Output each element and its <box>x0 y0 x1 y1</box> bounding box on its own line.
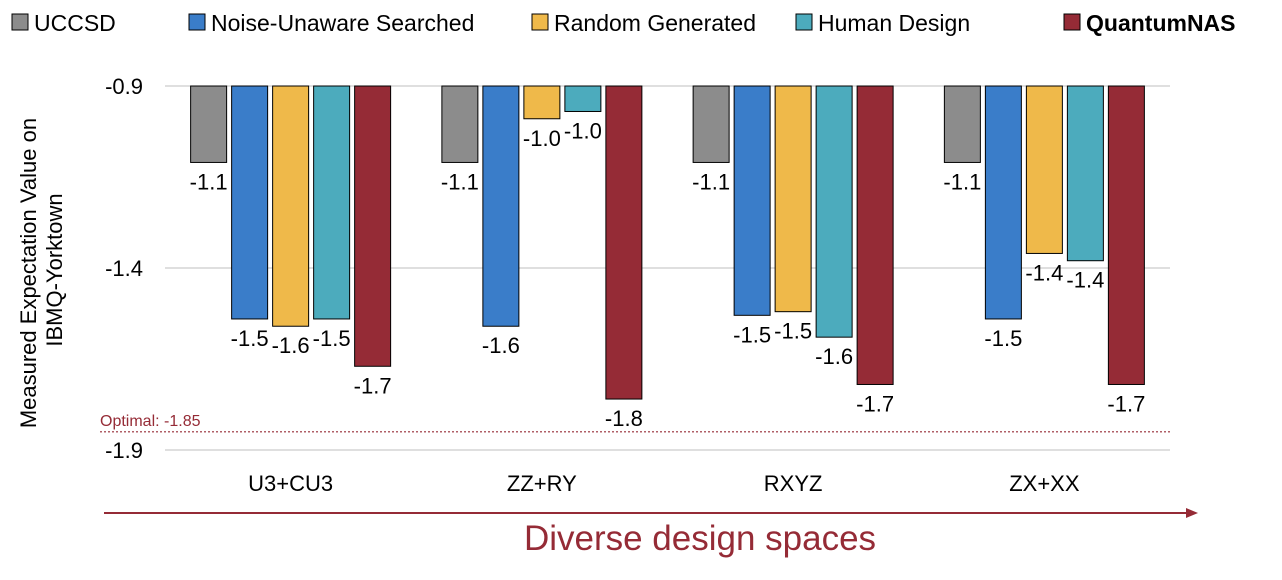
bar-0-4 <box>354 85 392 367</box>
bar-2-3 <box>815 85 853 338</box>
bar-3-1 <box>984 85 1022 320</box>
bar-2-1 <box>733 85 771 316</box>
y-axis-label-line-2: IBMQ-Yorktown <box>42 193 67 346</box>
legend-label-3: Human Design <box>818 10 970 36</box>
bar-1-0 <box>441 85 479 163</box>
category-label-1: ZZ+RY <box>507 471 577 496</box>
category-label-3: ZX+XX <box>1009 471 1080 496</box>
bar-0-1 <box>231 85 269 320</box>
category-label-0: U3+CU3 <box>248 471 333 496</box>
data-label-3-0: -1.1 <box>943 169 981 194</box>
bar-3-4 <box>1107 85 1145 385</box>
data-label-0-4: -1.7 <box>354 373 392 398</box>
y-axis-label-line-1: Measured Expectation Value on <box>16 118 41 428</box>
data-label-2-1: -1.5 <box>733 322 771 347</box>
data-label-2-3: -1.6 <box>815 344 853 369</box>
bar-1-2 <box>523 85 561 120</box>
data-label-2-4: -1.7 <box>856 391 894 416</box>
legend-swatch-2 <box>531 13 549 31</box>
optimal-reference: Optimal: -1.85 <box>100 413 1170 433</box>
optimal-label: Optimal: -1.85 <box>100 413 201 430</box>
bar-3-0 <box>943 85 981 163</box>
bar-0-3 <box>313 85 351 320</box>
bar-0-2 <box>272 85 310 327</box>
data-label-3-3: -1.4 <box>1066 268 1104 293</box>
data-label-1-2: -1.0 <box>523 126 561 151</box>
bar-2-2 <box>774 85 812 313</box>
data-labels: -1.1-1.5 -1.6 -1.5-1.7-1.1-1.6-1.0 -1.0-1.8… <box>190 118 1146 431</box>
data-label-3-1: -1.5 <box>984 326 1022 351</box>
legend: UCCSD Noise-Unaware Searched Random Genera… <box>11 10 1236 36</box>
legend-label-0: UCCSD <box>34 10 116 36</box>
bar-0-0 <box>190 85 228 163</box>
bar-1-1 <box>482 85 520 327</box>
bar-3-3 <box>1066 85 1104 262</box>
data-label-2-0: -1.1 <box>692 169 730 194</box>
data-label-2-2: -1.5 <box>774 319 812 344</box>
legend-swatch-0 <box>11 13 29 31</box>
legend-swatch-3 <box>795 13 813 31</box>
data-label-1-0: -1.1 <box>441 169 479 194</box>
footer-label: Diverse design spaces <box>524 519 876 558</box>
data-label-1-3: -1.0 <box>564 118 602 143</box>
legend-swatch-4 <box>1063 13 1081 31</box>
legend-label-4: QuantumNAS <box>1086 10 1236 36</box>
y-tick-label-2: -1.9 <box>105 438 143 463</box>
footer: Diverse design spaces <box>104 508 1198 558</box>
data-label-1-4: -1.8 <box>605 406 643 431</box>
footer-arrow-head <box>1186 508 1198 518</box>
axes: -0.9 -1.4 -1.9 U3+CU3 ZZ+RY RXYZ ZX+XX <box>105 74 1080 496</box>
bar-1-4 <box>605 85 643 400</box>
bar-2-4 <box>856 85 894 385</box>
data-label-0-0: -1.1 <box>190 169 228 194</box>
data-label-0-2: -1.6 <box>272 333 310 358</box>
data-label-3-4: -1.7 <box>1107 391 1145 416</box>
data-label-0-3: -1.5 <box>313 326 351 351</box>
data-label-0-1: -1.5 <box>231 326 269 351</box>
bar-2-0 <box>692 85 730 163</box>
bar-3-2 <box>1025 85 1063 254</box>
bar-1-3 <box>564 85 602 112</box>
category-label-2: RXYZ <box>764 471 823 496</box>
y-tick-label-1: -1.4 <box>105 256 143 281</box>
data-label-3-2: -1.4 <box>1025 260 1063 285</box>
legend-label-2: Random Generated <box>554 10 756 36</box>
data-label-1-1: -1.6 <box>482 333 520 358</box>
legend-label-1: Noise-Unaware Searched <box>211 10 474 36</box>
y-tick-label-0: -0.9 <box>105 74 143 99</box>
legend-swatch-1 <box>188 13 206 31</box>
y-axis-label: Measured Expectation Value on IBMQ-Yorkt… <box>16 112 67 428</box>
bars <box>190 85 1145 400</box>
